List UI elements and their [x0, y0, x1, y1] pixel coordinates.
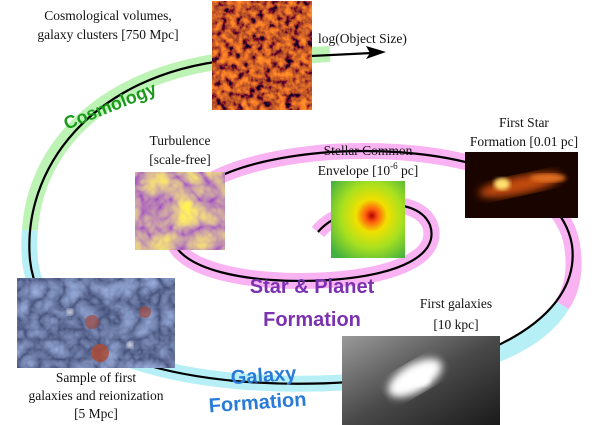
label: galaxy clusters [750 Mpc]: [37, 27, 178, 42]
label-part: pc]: [398, 163, 419, 178]
section-title: Cosmology: [61, 78, 159, 133]
section-title: Formation: [263, 309, 361, 331]
label: Turbulence: [150, 133, 211, 148]
label: [5 Mpc]: [74, 406, 118, 421]
image-first-star: [465, 152, 578, 218]
label: First galaxies: [420, 296, 492, 311]
label: First Star: [499, 115, 549, 130]
section-title: Formation: [208, 389, 307, 418]
label: Envelope [10-6 pc]: [318, 161, 418, 178]
image-stellar: [331, 181, 405, 258]
label: Cosmological volumes,: [44, 8, 172, 23]
label: Stellar Common: [324, 143, 413, 158]
image-cosmology: [212, 1, 312, 110]
label: Formation [0.01 pc]: [470, 134, 578, 149]
image-turbulence: [135, 172, 225, 250]
section-title: Galaxy: [230, 363, 298, 390]
label-superscript: -6: [390, 161, 398, 171]
label: Sample of first: [56, 370, 136, 385]
image-sample-galaxies: [17, 278, 175, 368]
section-title: Star & Planet: [250, 276, 375, 298]
axis-label: log(Object Size): [318, 31, 407, 46]
label: galaxies and reionization: [29, 388, 164, 403]
arrow-head: [366, 46, 386, 59]
image-first-galaxies: [342, 336, 500, 425]
label: [10 kpc]: [433, 317, 478, 332]
label: [scale-free]: [149, 152, 210, 167]
label-part: Envelope [10: [318, 163, 391, 178]
